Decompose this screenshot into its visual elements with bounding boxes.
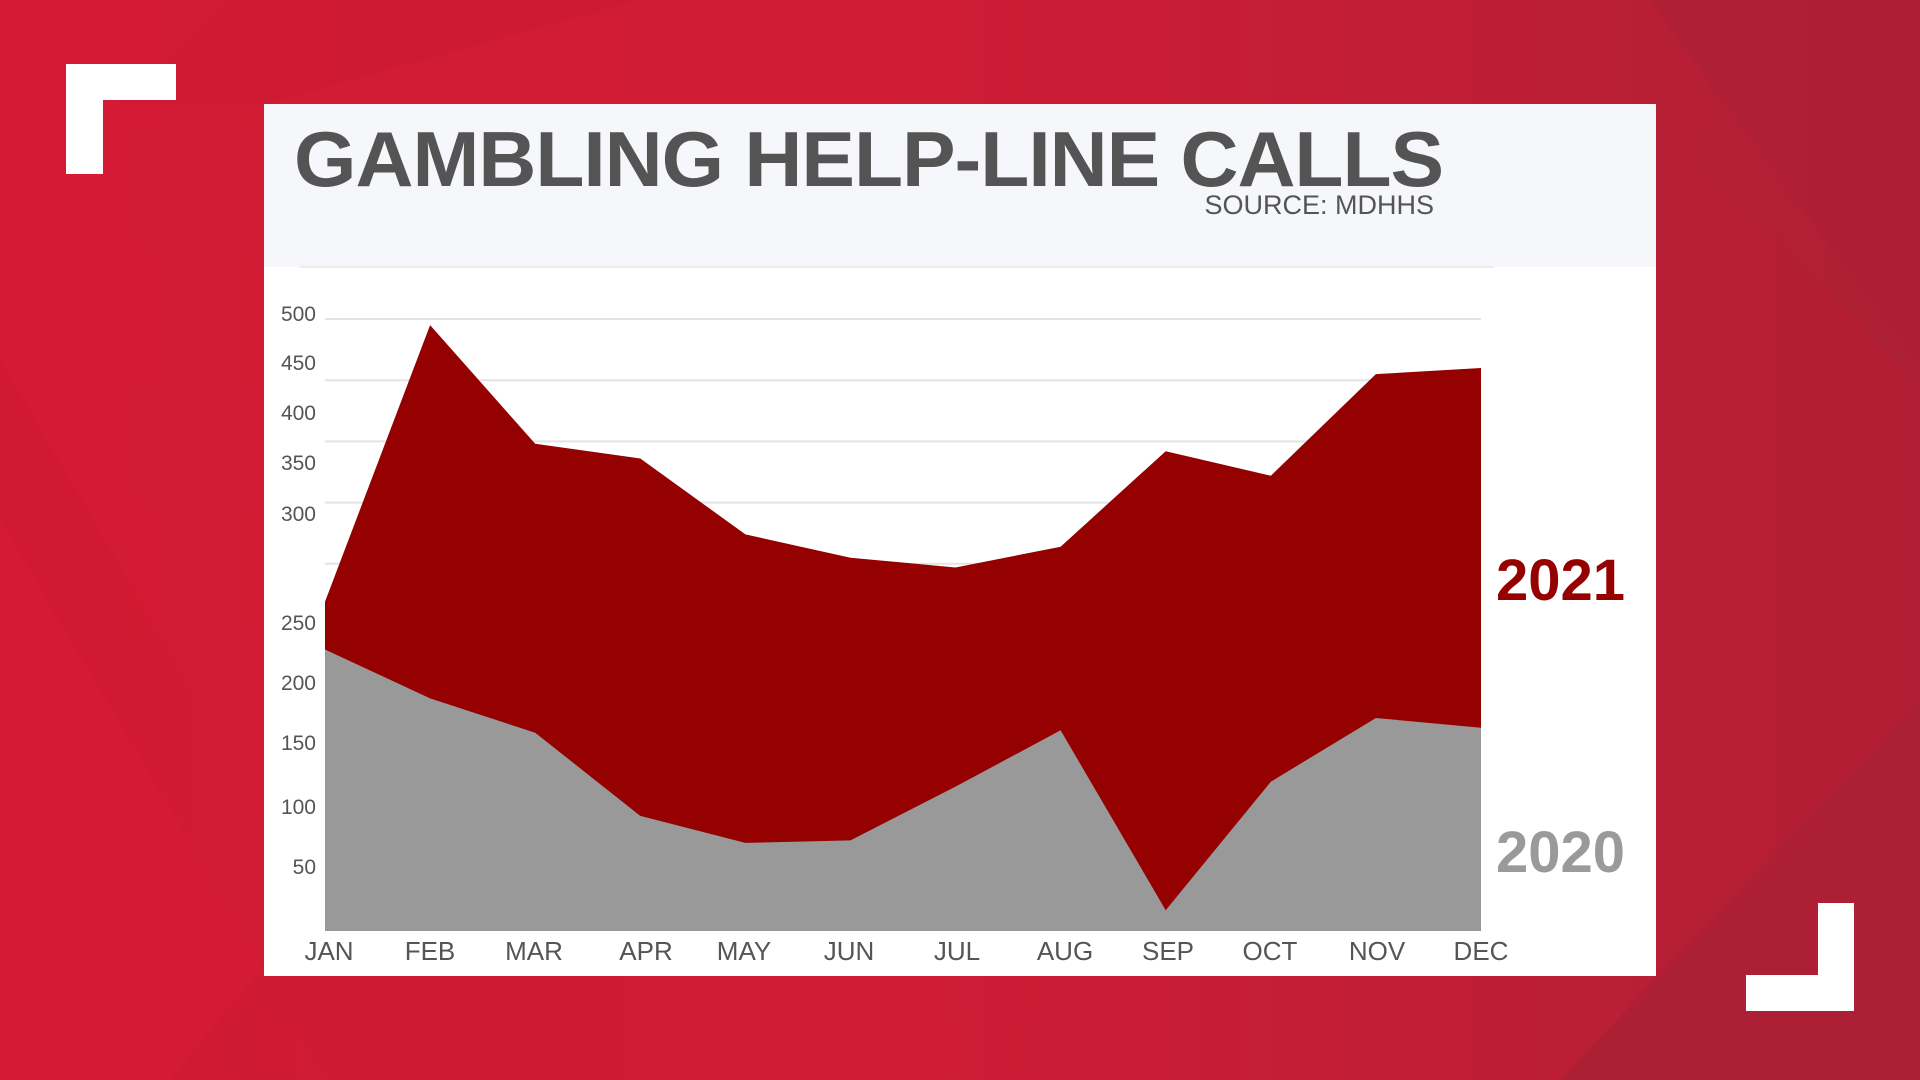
y-tick-label: 150 — [281, 732, 316, 755]
series-label-2021: 2021 — [1496, 548, 1625, 613]
chart-title: GAMBLING HELP-LINE CALLS — [294, 115, 1444, 203]
x-tick-label: SEP — [1142, 936, 1194, 966]
x-tick-label: DEC — [1454, 936, 1509, 966]
series-2020-area — [325, 649, 1481, 931]
chart-panel: GAMBLING HELP-LINE CALLS SOURCE: MDHHS 5… — [264, 104, 1656, 976]
y-tick-label: 500 — [281, 303, 316, 326]
area-2021 — [325, 325, 1481, 932]
x-tick-label: MAR — [505, 936, 563, 966]
area-chart: 50 100 150 200 250 300 350 400 450 500 JAN FEB MAR A… — [281, 266, 1625, 966]
y-tick-label: 250 — [281, 612, 316, 635]
y-tick-label: 100 — [281, 796, 316, 819]
x-tick-label: JUL — [934, 936, 980, 966]
y-axis-labels: 50 100 150 200 250 300 350 400 450 500 — [281, 303, 316, 879]
x-tick-label: MAY — [717, 936, 771, 966]
series-label-2020: 2020 — [1496, 820, 1625, 885]
x-tick-label: JAN — [304, 936, 353, 966]
y-tick-label: 350 — [281, 452, 316, 475]
x-tick-label: JUN — [824, 936, 875, 966]
y-tick-label: 450 — [281, 352, 316, 375]
y-tick-label: 200 — [281, 672, 316, 695]
chart-source: SOURCE: MDHHS — [1204, 190, 1434, 220]
x-tick-label: OCT — [1243, 936, 1298, 966]
y-tick-label: 400 — [281, 402, 316, 425]
area-2020 — [325, 649, 1481, 931]
y-tick-label: 50 — [293, 856, 316, 879]
chart-header: GAMBLING HELP-LINE CALLS SOURCE: MDHHS — [264, 104, 1656, 267]
y-tick-label: 300 — [281, 503, 316, 526]
series-2021-area — [325, 325, 1481, 932]
x-tick-label: NOV — [1349, 936, 1406, 966]
x-tick-label: AUG — [1037, 936, 1093, 966]
x-tick-label: FEB — [405, 936, 456, 966]
x-tick-label: APR — [619, 936, 672, 966]
x-axis-labels: JAN FEB MAR APR MAY JUN JUL AUG SEP OCT NOV DEC — [304, 936, 1508, 966]
